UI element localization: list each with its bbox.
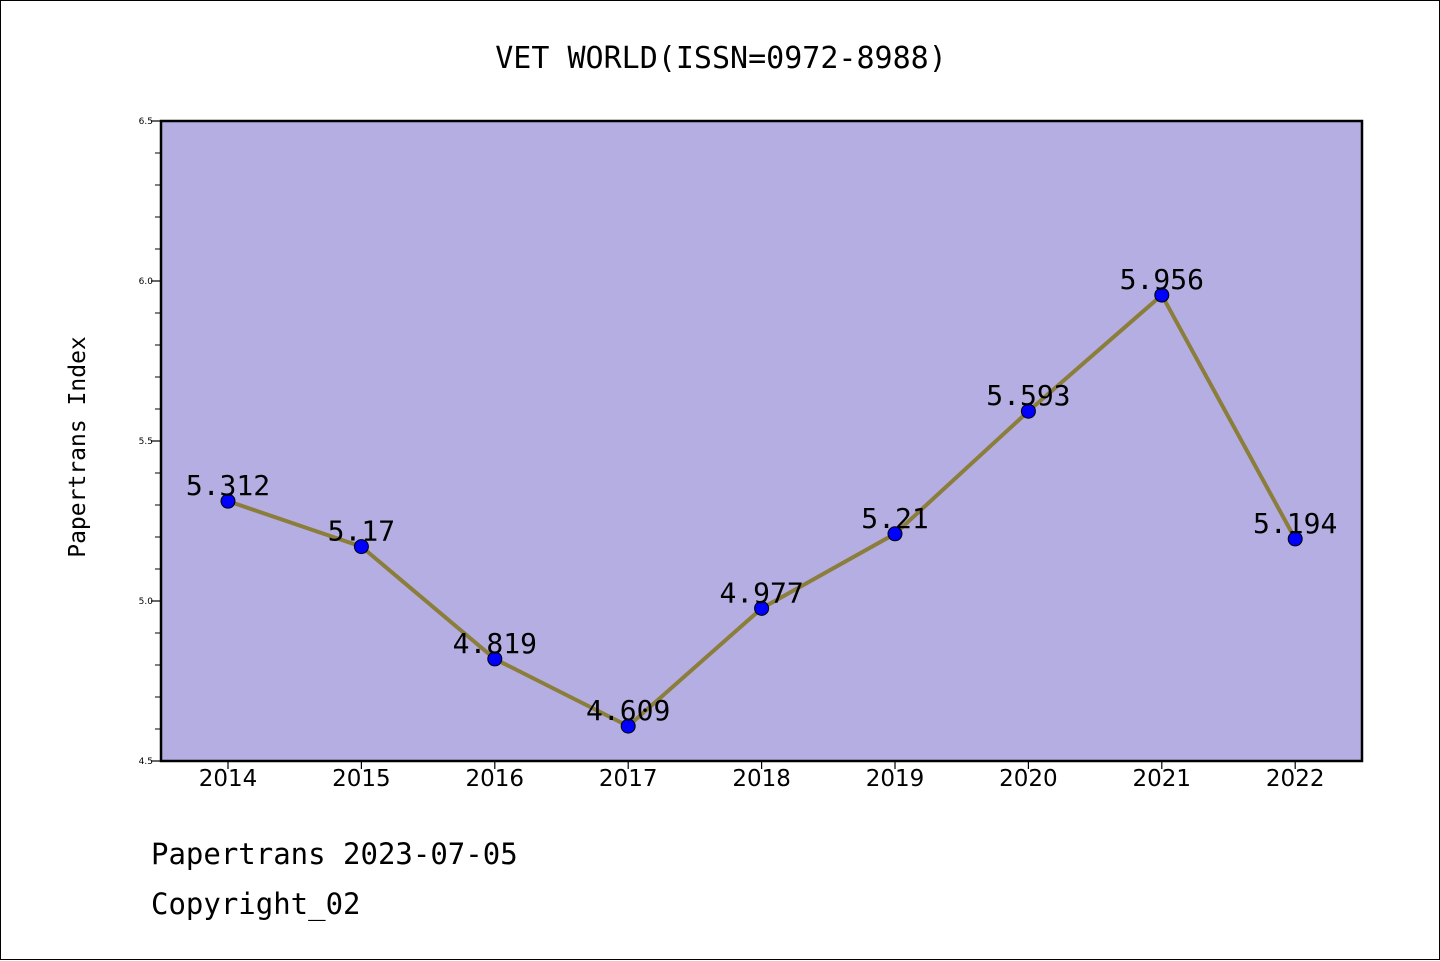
data-point: [1154, 287, 1170, 303]
y-tick-label: 5.0: [139, 597, 154, 607]
x-tick-label: 2014: [199, 766, 258, 792]
x-tick-label: 2017: [599, 766, 658, 792]
footer-copyright-line: Copyright_02: [151, 887, 361, 921]
data-labels: 5.312 5.17 4.819 4.609 4.977 5.21 5.593 5.956 5.…: [186, 263, 1337, 727]
data-label: 5.956: [1120, 263, 1204, 296]
data-point: [353, 539, 369, 555]
x-tick-label: 2021: [1133, 766, 1192, 792]
series-group: [220, 287, 1303, 734]
y-tick-label: 4.5: [139, 757, 153, 767]
data-label: 5.21: [861, 502, 928, 535]
plot-area: [159, 119, 1364, 763]
y-tick-label: 6.5: [139, 117, 153, 127]
data-point: [754, 600, 770, 616]
x-tick-label: 2020: [999, 766, 1058, 792]
y-tick-label: 5.5: [139, 437, 153, 447]
x-tick-label: 2018: [732, 766, 791, 792]
y-axis-label: Papertrans Index: [65, 336, 91, 558]
data-point: [1287, 531, 1303, 547]
data-point: [220, 493, 236, 509]
x-tick-labels: 2014 2015 2016 2017 2018 2019 2020 2021 2022: [199, 766, 1325, 792]
x-tick-label: 2019: [866, 766, 925, 792]
data-label: 4.819: [453, 627, 537, 660]
data-label: 4.609: [586, 694, 670, 727]
x-tick-label: 2022: [1266, 766, 1325, 792]
x-tick-label: 2015: [332, 766, 391, 792]
x-tick-label: 2016: [466, 766, 525, 792]
data-label: 5.194: [1253, 507, 1337, 540]
x-ticks: [227, 761, 1296, 769]
data-label: 5.593: [986, 379, 1070, 412]
y-tick-label: 6.0: [139, 277, 154, 287]
y-major-ticks: [151, 120, 161, 762]
footer-date-line: Papertrans 2023-07-05: [151, 837, 518, 871]
data-point: [487, 651, 503, 667]
data-point: [887, 526, 903, 542]
data-label: 5.312: [186, 469, 270, 502]
y-tick-labels: 4.5 5.0 5.5 6.0 6.5: [139, 117, 154, 767]
data-point: [1020, 403, 1036, 419]
data-label: 5.17: [328, 515, 395, 548]
data-point: [620, 718, 636, 734]
data-label: 4.977: [719, 576, 803, 609]
chart-title: VET WORLD(ISSN=0972-8988): [495, 41, 947, 76]
